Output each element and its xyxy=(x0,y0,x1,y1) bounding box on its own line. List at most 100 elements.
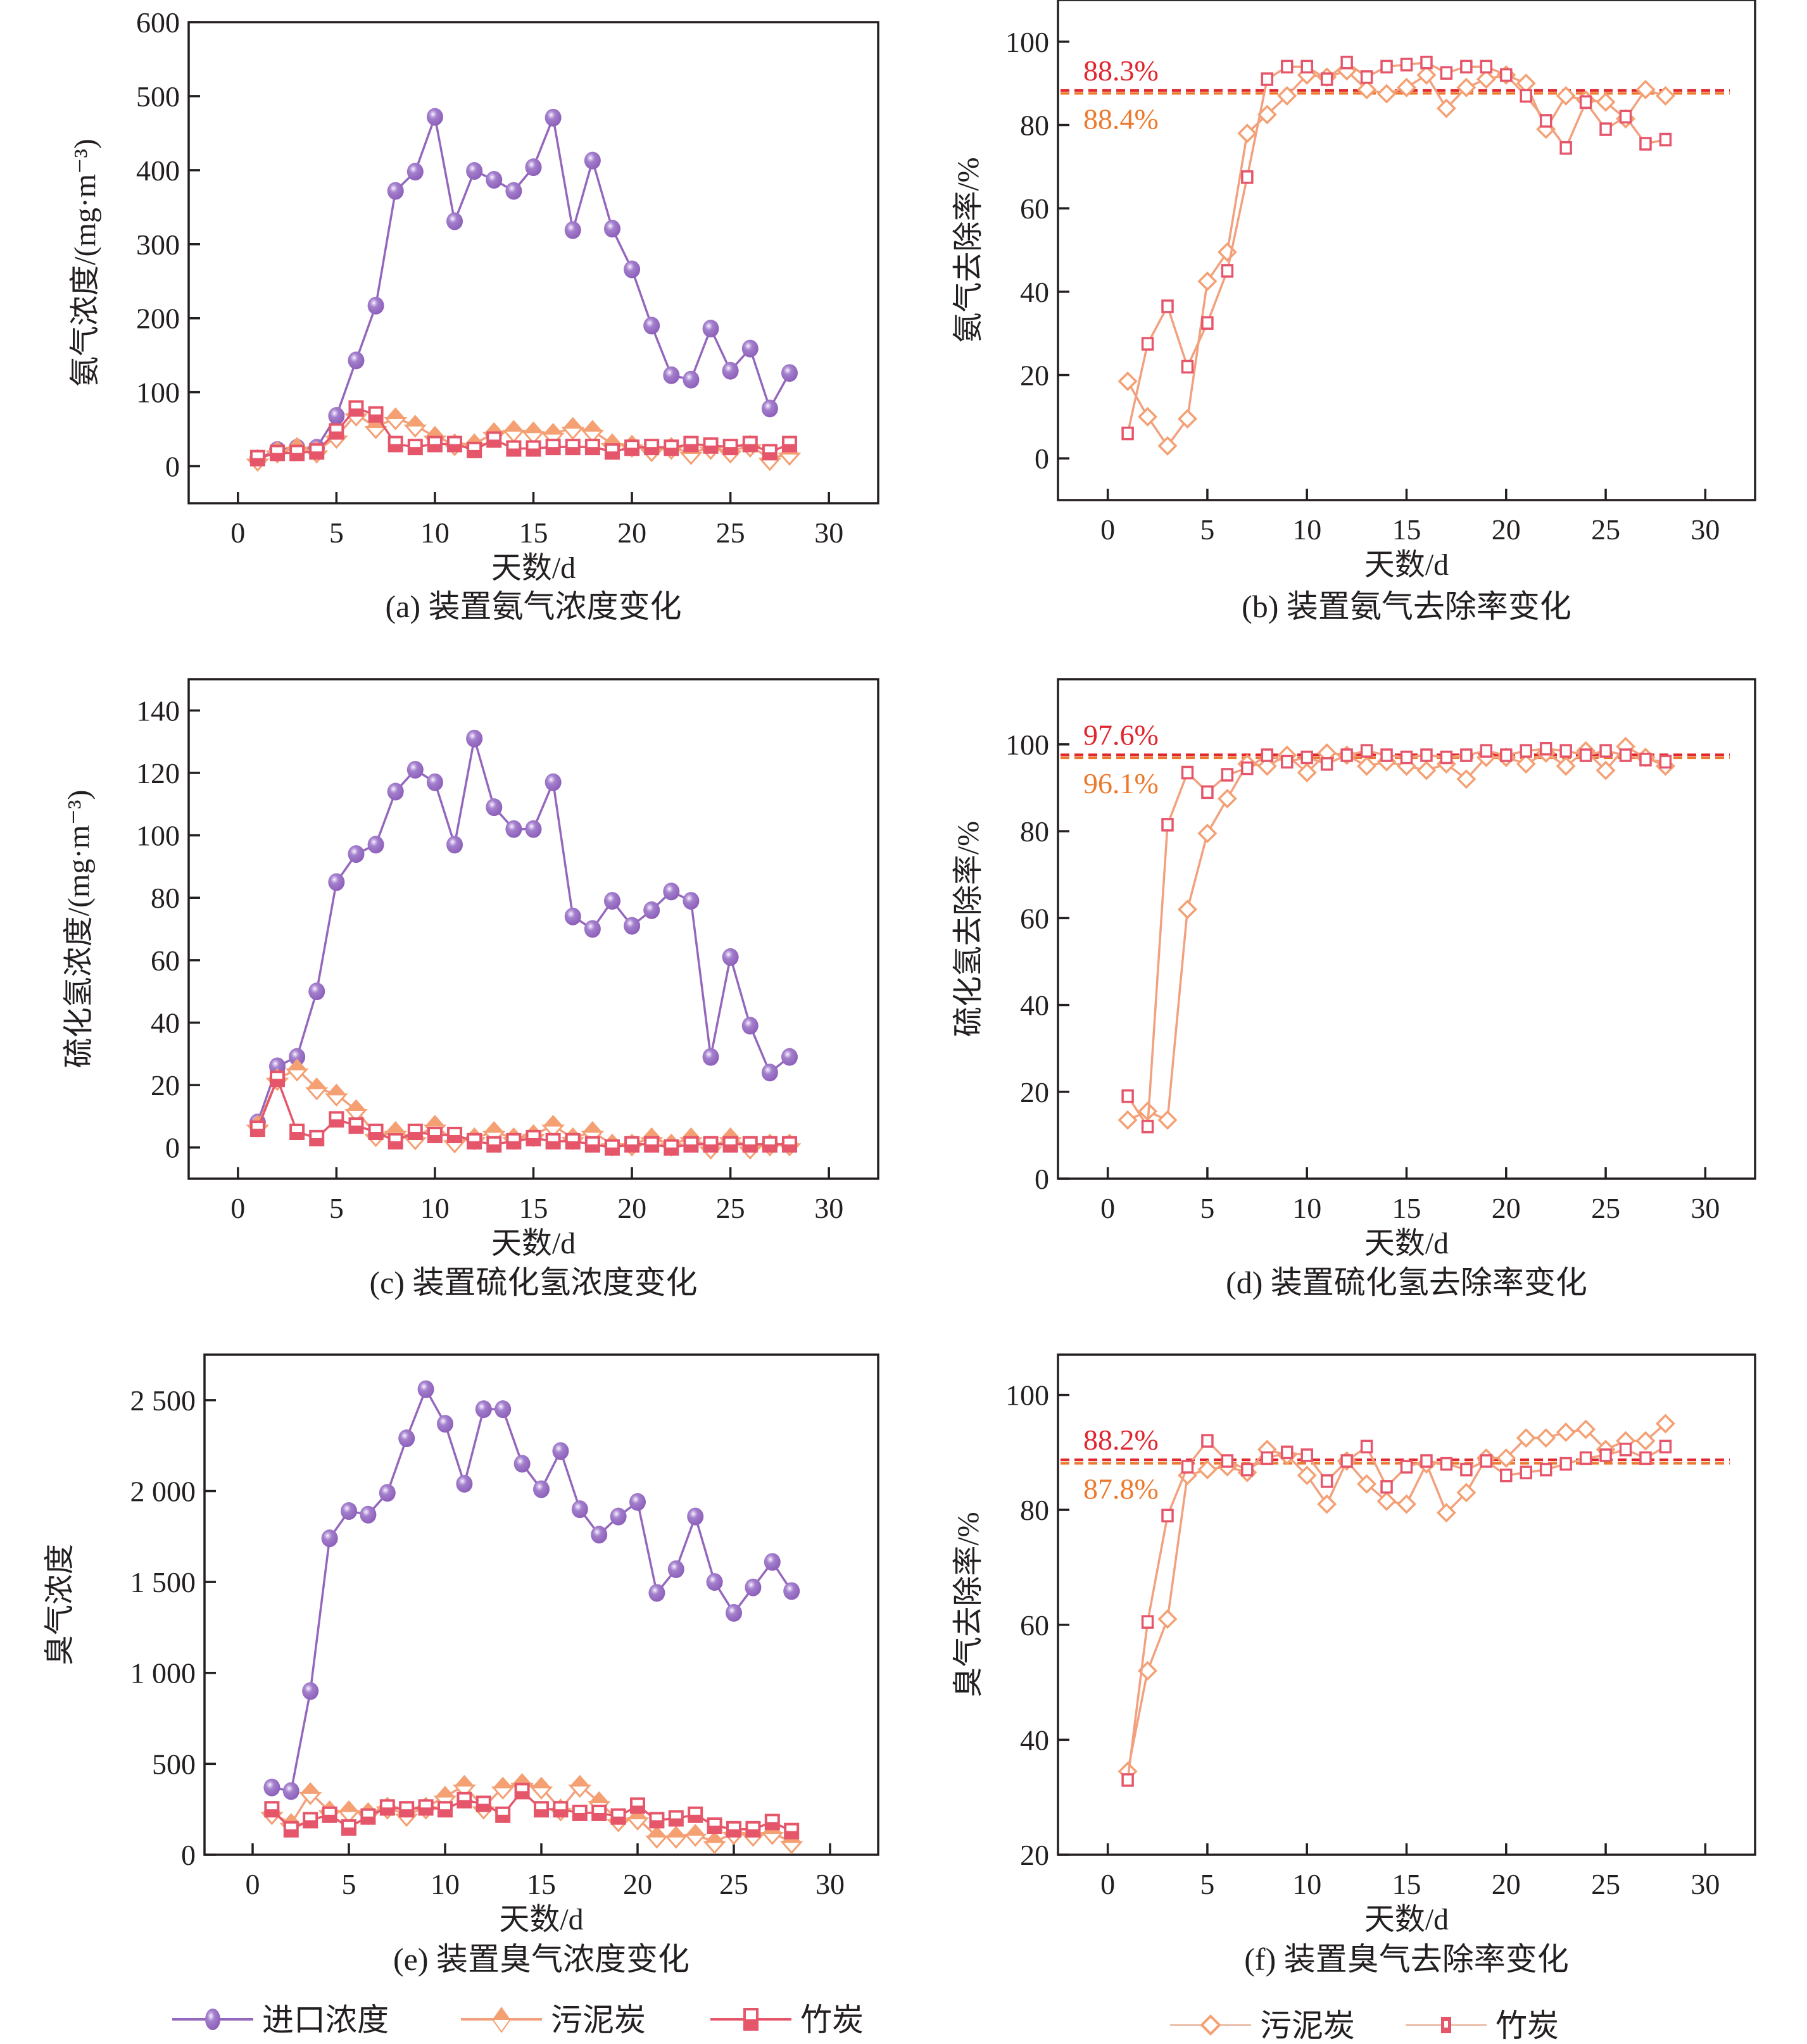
marker-lower-half xyxy=(778,453,802,466)
data-point-bamboo xyxy=(584,439,600,456)
y-tick-label: 0 xyxy=(165,451,180,483)
data-point-bamboo xyxy=(1261,1451,1274,1465)
legend-marker-sphere xyxy=(205,2009,220,2030)
data-point-inlet xyxy=(282,1782,299,1800)
marker-window xyxy=(410,1126,420,1132)
subfigure-caption: (d) 装置硫化氢去除率变化 xyxy=(1226,1265,1587,1300)
data-point-bamboo xyxy=(270,444,286,461)
marker-window xyxy=(786,1825,797,1831)
x-tick-label: 0 xyxy=(230,517,245,549)
data-point-sludge xyxy=(581,420,605,443)
data-point-bamboo xyxy=(249,449,265,467)
data-point-sludge xyxy=(1357,80,1377,100)
data-point-sludge xyxy=(561,417,585,441)
data-point-inlet xyxy=(321,1529,338,1548)
x-tick-label: 25 xyxy=(716,517,745,549)
marker-upper-half xyxy=(484,422,504,433)
data-point-sludge xyxy=(1217,789,1237,809)
x-tick-label: 0 xyxy=(246,1868,260,1900)
data-point-bamboo xyxy=(1579,95,1592,110)
marker-window xyxy=(469,444,480,450)
marker-lower-half xyxy=(760,1832,784,1845)
data-point-bamboo xyxy=(447,436,463,453)
data-point-sludge xyxy=(1357,756,1377,776)
data-point-bamboo xyxy=(688,1806,703,1823)
marker-window xyxy=(548,1135,558,1141)
x-tick-label: 30 xyxy=(1691,1192,1720,1224)
marker-window xyxy=(666,1141,677,1148)
data-point-inlet xyxy=(726,1603,742,1622)
marker-window xyxy=(764,1138,775,1144)
chart-c: 0 5 10 15 20 25 30 0 20 40 60 80 100 120 140 天数/d 硫化氢浓度/… xyxy=(62,678,879,1300)
data-point-sludge xyxy=(1197,271,1218,291)
marker-upper-half xyxy=(512,1772,532,1784)
data-point-inlet xyxy=(702,320,719,338)
data-point-inlet xyxy=(328,873,345,891)
data-point-sludge xyxy=(1157,1609,1178,1629)
data-point-bamboo xyxy=(553,1801,569,1818)
marker-window xyxy=(784,1138,795,1144)
data-point-bamboo xyxy=(762,444,778,461)
x-tick-label: 30 xyxy=(1691,513,1720,546)
data-point-sludge xyxy=(1456,769,1476,789)
x-tick-label: 20 xyxy=(1492,1192,1521,1224)
data-point-bamboo xyxy=(1261,72,1274,86)
marker-lower-half xyxy=(453,1784,476,1798)
data-point-bamboo xyxy=(1181,360,1194,374)
data-point-sludge xyxy=(1655,85,1675,106)
data-point-inlet xyxy=(781,1048,798,1066)
data-point-sludge xyxy=(1177,409,1197,429)
data-point-bamboo xyxy=(283,1821,299,1838)
data-point-bamboo xyxy=(1539,1462,1552,1477)
y-tick-label: 80 xyxy=(1020,110,1049,142)
marker-lower-half xyxy=(384,417,408,430)
chart-b: 0 5 10 15 20 25 30 0 20 40 60 80 100 天数/d 氨气去除率/% (b) 装… xyxy=(952,0,1756,624)
data-point-sludge xyxy=(1416,760,1437,781)
legend-marker-diamond xyxy=(1200,2014,1221,2036)
marker-upper-half xyxy=(339,1800,358,1812)
data-point-inlet xyxy=(379,1484,396,1502)
chart-e: 0 5 10 15 20 25 30 0 500 1 000 1 500 2 000 2 500 天数/d… xyxy=(43,1353,879,1977)
data-point-bamboo xyxy=(604,443,620,460)
y-tick-label: 200 xyxy=(136,303,180,335)
x-tick-label: 25 xyxy=(1591,513,1620,546)
x-tick-label: 15 xyxy=(519,1192,548,1224)
y-tick-label: 100 xyxy=(1005,1379,1049,1412)
x-tick-label: 20 xyxy=(623,1868,652,1900)
series-bamboo xyxy=(1121,742,1672,1134)
marker-lower-half xyxy=(364,426,387,439)
marker-upper-half xyxy=(532,1776,551,1788)
series-line-inlet xyxy=(256,738,791,1123)
data-point-sludge xyxy=(1118,1110,1138,1130)
x-tick-label: 30 xyxy=(815,1868,845,1900)
x-tick-label: 15 xyxy=(1392,1192,1421,1224)
data-point-bamboo xyxy=(264,1801,280,1818)
marker-lower-half xyxy=(561,427,585,441)
x-tick-label: 15 xyxy=(1392,513,1421,546)
data-point-sludge xyxy=(1635,80,1656,100)
marker-lower-half xyxy=(664,1835,688,1849)
marker-window xyxy=(705,1138,716,1144)
x-tick-label: 5 xyxy=(342,1868,356,1900)
series-bamboo xyxy=(249,1070,797,1156)
marker-window xyxy=(469,1135,480,1141)
data-point-inlet xyxy=(398,1429,415,1448)
y-axis-title: 臭气去除率/% xyxy=(952,1512,985,1697)
data-point-inlet xyxy=(263,1778,280,1796)
y-axis-title: 硫化氢浓度/(mg·m⁻³) xyxy=(62,790,96,1069)
marker-lower-half xyxy=(758,458,782,472)
data-point-bamboo xyxy=(1500,748,1513,762)
data-point-bamboo xyxy=(545,1132,561,1150)
data-point-bamboo xyxy=(745,1821,761,1838)
data-point-bamboo xyxy=(467,441,482,458)
marker-upper-half xyxy=(484,1121,504,1132)
data-point-bamboo xyxy=(407,1124,423,1141)
data-point-bamboo xyxy=(1380,60,1393,74)
data-point-bamboo xyxy=(1141,1615,1154,1629)
marker-window xyxy=(508,442,519,449)
data-point-inlet xyxy=(702,1048,719,1066)
marker-upper-half xyxy=(436,1786,455,1797)
marker-window xyxy=(764,446,775,453)
series-line-inlet xyxy=(257,113,791,460)
data-point-sludge xyxy=(1277,85,1297,106)
